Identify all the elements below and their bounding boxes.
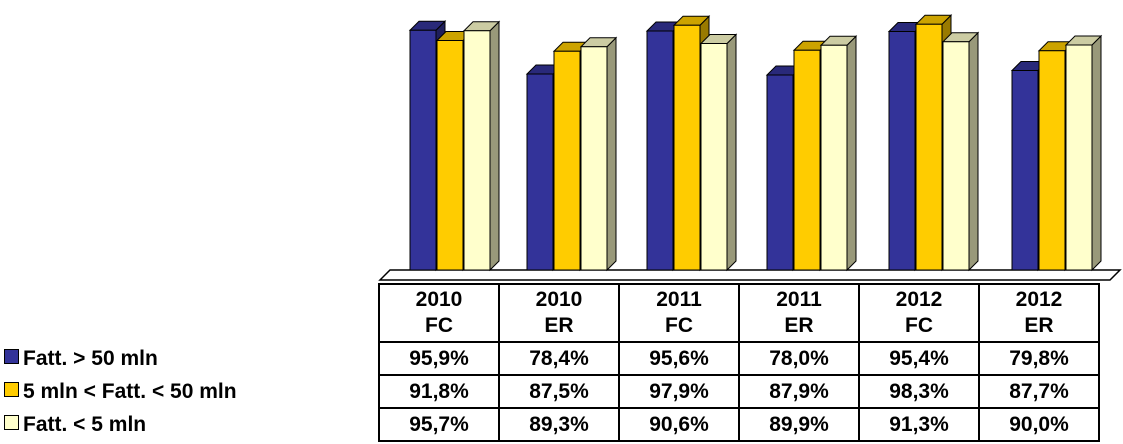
bar-front <box>463 30 491 271</box>
category-label: 2010 FC <box>415 288 463 337</box>
category-cell: 2011 FC <box>618 283 740 343</box>
value-label: 98,3% <box>858 374 980 409</box>
category-cell: 2010 ER <box>498 283 620 343</box>
legend-swatch <box>4 381 19 397</box>
legend-swatch <box>4 414 19 430</box>
category-label: 2011 ER <box>776 288 822 337</box>
bar <box>699 33 738 272</box>
bar-front <box>673 24 701 271</box>
bar-front <box>766 74 794 271</box>
bar-front <box>915 23 943 271</box>
value-label: 87,9% <box>738 374 860 409</box>
series-row: Fatt. > 50 mln 95,9% 78,4% 95,6% 78,0% 95,4% 7… <box>0 341 1100 376</box>
legend-cell: Fatt. > 50 mln <box>0 342 379 375</box>
bar-front <box>888 31 916 271</box>
value-label: 90,0% <box>978 407 1100 442</box>
legend-cell: Fatt. < 5 mln <box>0 408 379 441</box>
bar-front <box>820 44 848 271</box>
legend-swatch <box>4 348 19 364</box>
legend-cell: 5 mln < Fatt. < 50 mln <box>0 375 379 408</box>
series-row: 5 mln < Fatt. < 50 mln 91,8% 87,5% 97,9% 87,… <box>0 374 1100 409</box>
bar-front <box>1038 50 1066 271</box>
category-label: 2011 FC <box>656 288 702 337</box>
category-cell: 2012 ER <box>978 283 1100 343</box>
category-label: 2010 ER <box>535 288 583 337</box>
value-label: 87,7% <box>978 374 1100 409</box>
category-label: 2012 FC <box>895 288 943 337</box>
value-label: 95,6% <box>618 341 740 376</box>
bar-front <box>1011 70 1039 271</box>
value-label: 87,5% <box>498 374 620 409</box>
value-label: 95,7% <box>378 407 500 442</box>
legend-label: Fatt. < 5 mln <box>23 412 147 436</box>
legend-label: Fatt. > 50 mln <box>23 346 158 370</box>
bar <box>1064 34 1103 272</box>
bar-side <box>606 36 617 272</box>
bar-front <box>793 49 821 271</box>
bar <box>462 20 501 272</box>
bar-side <box>726 33 737 272</box>
value-label: 91,3% <box>858 407 980 442</box>
value-label: 90,6% <box>618 407 740 442</box>
value-label: 97,9% <box>618 374 740 409</box>
value-label: 95,4% <box>858 341 980 376</box>
value-label: 89,9% <box>738 407 860 442</box>
value-label: 78,4% <box>498 341 620 376</box>
bar-front <box>553 50 581 271</box>
floor <box>378 269 1122 281</box>
category-cell: 2012 FC <box>858 283 980 343</box>
bar-front <box>646 30 674 271</box>
value-label: 79,8% <box>978 341 1100 376</box>
bar <box>579 36 618 272</box>
data-table: 2010 FC 2010 ER 2011 FC 2011 ER 2012 FC 2012 … <box>0 283 1100 442</box>
bar <box>819 35 858 272</box>
bar-side <box>968 31 979 272</box>
bar-front <box>409 29 437 271</box>
bar-front <box>700 43 728 271</box>
category-cell: 2011 ER <box>738 283 860 343</box>
value-label: 78,0% <box>738 341 860 376</box>
bar-front <box>526 73 554 271</box>
bar-side <box>1091 34 1102 272</box>
bar-side <box>489 20 500 272</box>
value-label: 95,9% <box>378 341 500 376</box>
bar-front <box>580 46 608 271</box>
category-cell: 2010 FC <box>378 283 500 343</box>
category-label: 2012 ER <box>1015 288 1063 337</box>
series-row: Fatt. < 5 mln 95,7% 89,3% 90,6% 89,9% 91,3% 90… <box>0 407 1100 442</box>
bar-side <box>846 35 857 272</box>
bar-front <box>1065 44 1093 271</box>
header-row: 2010 FC 2010 ER 2011 FC 2011 ER 2012 FC 2012 … <box>0 283 1100 343</box>
value-label: 89,3% <box>498 407 620 442</box>
bar <box>941 31 980 272</box>
bar-front <box>942 41 970 271</box>
value-label: 91,8% <box>378 374 500 409</box>
bar-front <box>436 40 464 271</box>
corner <box>0 284 379 342</box>
legend-label: 5 mln < Fatt. < 50 mln <box>23 379 237 403</box>
